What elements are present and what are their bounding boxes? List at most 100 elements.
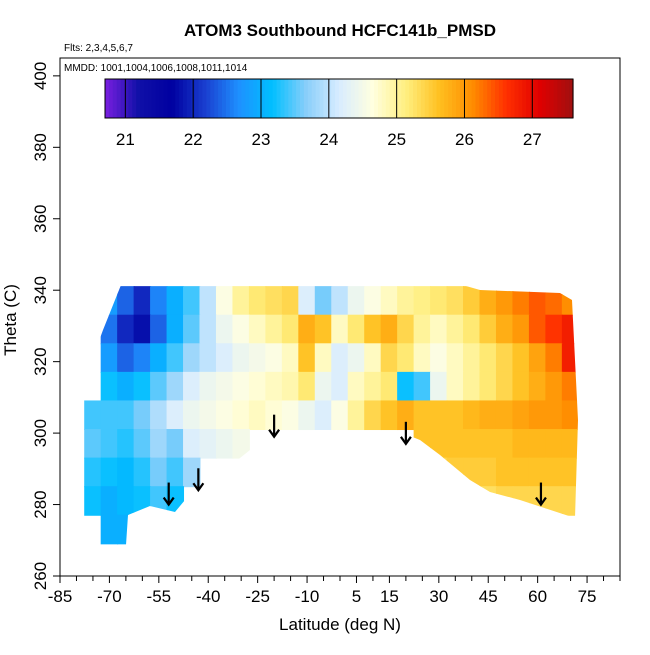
heatmap-cell xyxy=(430,314,448,345)
heatmap-cell xyxy=(331,286,349,316)
heatmap-cell xyxy=(495,400,514,431)
heatmap-cell xyxy=(199,286,217,316)
colorbar-segment xyxy=(171,79,176,118)
colorbar-segment xyxy=(370,79,375,118)
heatmap-cell xyxy=(545,343,563,373)
colorbar-segment xyxy=(300,79,305,118)
colorbar-segment xyxy=(401,79,406,118)
colorbar-segment xyxy=(549,79,555,118)
heatmap-cell xyxy=(561,371,578,402)
heatmap-cell xyxy=(479,457,497,488)
colorbar: 21 22 23 24 25 26 27 xyxy=(104,78,574,149)
heatmap-cell xyxy=(215,286,234,316)
colorbar-segment xyxy=(440,79,445,118)
colorbar-segment xyxy=(354,79,360,118)
heatmap-cell xyxy=(545,486,563,516)
heatmap-cell xyxy=(364,286,382,316)
y-tick-label: 300 xyxy=(31,419,50,447)
heatmap-cell xyxy=(347,371,366,402)
colorbar-segment xyxy=(222,79,227,118)
colorbar-segment xyxy=(268,79,274,118)
colorbar-segment xyxy=(381,79,387,118)
colorbar-segment xyxy=(569,79,574,118)
heatmap-cell xyxy=(281,371,300,402)
heatmap-cell xyxy=(298,371,316,402)
colorbar-segment xyxy=(194,79,200,118)
colorbar-segment xyxy=(405,79,410,118)
colorbar-segment xyxy=(432,79,438,118)
heatmap-cell xyxy=(133,286,152,316)
x-tick-label: 75 xyxy=(578,587,597,606)
colorbar-segment xyxy=(339,79,344,118)
colorbar-segment xyxy=(378,79,383,118)
colorbar-segment xyxy=(479,79,484,118)
heatmap-cell xyxy=(397,314,415,345)
heatmap-cell xyxy=(380,286,399,316)
heatmap-cell xyxy=(561,400,578,431)
colorbar-segment xyxy=(467,79,473,118)
colorbar-segment xyxy=(136,79,141,118)
heatmap-cell xyxy=(314,286,333,316)
colorbar-segment xyxy=(214,79,219,118)
colorbar-segment xyxy=(124,79,129,118)
colorbar-segment xyxy=(237,79,243,118)
y-tick-label: 340 xyxy=(31,276,50,304)
heatmap-cell xyxy=(545,371,563,402)
colorbar-segment xyxy=(534,79,539,118)
colorbar-segment xyxy=(261,79,266,118)
heatmap-cell xyxy=(248,286,267,316)
heatmap-cell xyxy=(166,314,185,345)
heatmap-cell xyxy=(199,343,217,373)
heatmap-cell xyxy=(117,400,135,431)
colorbar-segment xyxy=(459,79,465,118)
heatmap-cell xyxy=(364,371,382,402)
y-tick-label: 380 xyxy=(31,133,50,161)
heatmap-cell xyxy=(430,343,448,373)
heatmap-cell xyxy=(413,286,432,316)
heatmap-cell xyxy=(199,429,217,459)
heatmap-cell xyxy=(528,400,547,431)
heatmap-cell xyxy=(100,371,119,402)
heatmap-cell xyxy=(248,400,267,431)
heatmap-cell xyxy=(150,429,168,459)
heatmap-cell xyxy=(133,343,152,373)
colorbar-segment xyxy=(218,79,223,118)
y-tick-label: 360 xyxy=(31,205,50,233)
heatmap-cell xyxy=(512,429,530,459)
heatmap-cell xyxy=(364,314,382,345)
x-tick-label: -85 xyxy=(48,587,73,606)
colorbar-segment xyxy=(436,79,441,118)
y-axis-label: Theta (C) xyxy=(1,284,20,356)
colorbar-segment xyxy=(288,79,293,118)
y-tick-label: 320 xyxy=(31,347,50,375)
heatmap-cell xyxy=(446,457,465,488)
colorbar-segment xyxy=(428,79,434,118)
heatmap-cell xyxy=(479,486,497,516)
heatmap-cell xyxy=(528,371,547,402)
x-tick-label: -40 xyxy=(196,587,221,606)
heatmap-cell xyxy=(215,429,234,459)
x-tick-label: -70 xyxy=(97,587,122,606)
colorbar-segment xyxy=(155,79,161,118)
heatmap-cell xyxy=(561,457,578,488)
colorbar-segment xyxy=(389,79,395,118)
heatmap-cell xyxy=(397,371,415,402)
colorbar-segment xyxy=(557,79,562,118)
heatmap-cell xyxy=(561,343,578,373)
heatmap-cell xyxy=(430,400,448,431)
colorbar-segment xyxy=(186,79,192,118)
heatmap-cell xyxy=(183,314,201,345)
heatmap-cell xyxy=(232,429,250,459)
heatmap-cell xyxy=(298,400,316,431)
colorbar-segment xyxy=(366,79,371,118)
heatmap-cell xyxy=(512,343,530,373)
colorbar-segment xyxy=(510,79,516,118)
colorbar-segment xyxy=(342,79,348,118)
heatmap-cell xyxy=(512,286,530,316)
colorbar-segment xyxy=(514,79,519,118)
x-tick-label: -25 xyxy=(245,587,270,606)
y-axis: 260 280 300 320 340 360 380 400 xyxy=(31,62,60,590)
x-tick-label: 45 xyxy=(479,587,498,606)
heatmap-cell xyxy=(166,371,185,402)
